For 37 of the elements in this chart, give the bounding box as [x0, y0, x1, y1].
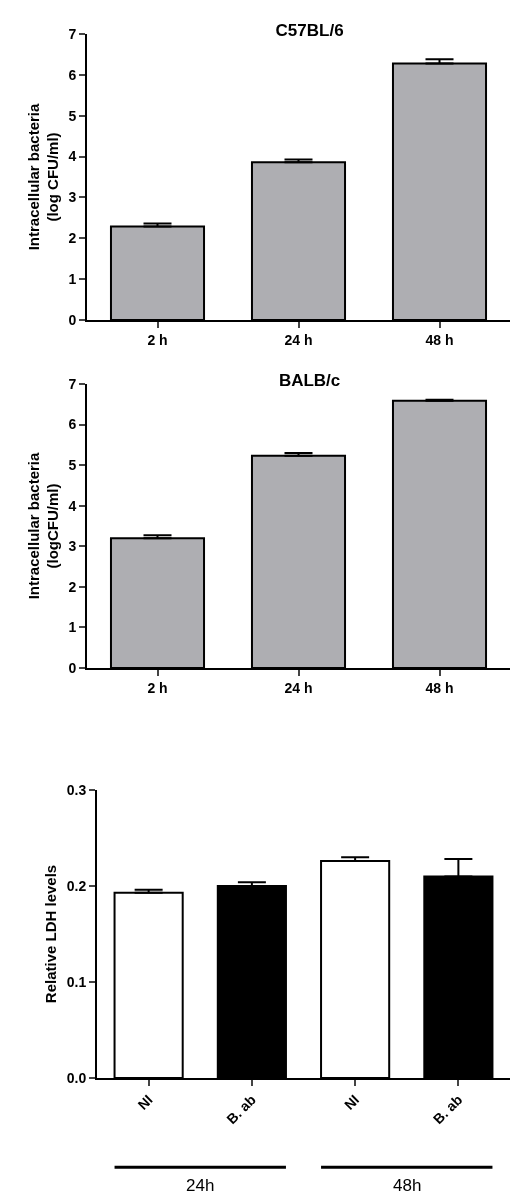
x-tick-label: B. ab [429, 1091, 466, 1128]
y-tick-label: 0 [68, 311, 77, 328]
x-tick-label: 48 h [425, 331, 454, 348]
y-tick-label: 5 [68, 457, 77, 474]
chart-title: BALB/c [278, 370, 341, 390]
x-tick-label: 48 h [425, 679, 454, 696]
text: 48h [393, 1176, 422, 1195]
y-tick-label: 2 [68, 230, 77, 247]
y-axis-title: Intracellular bacteria (log CFU/ml) [24, 102, 62, 251]
y-tick-label: 4 [68, 148, 77, 165]
y-tick-label: 0 [68, 659, 77, 676]
y-tick-label: 0.2 [66, 877, 87, 894]
y-tick-label: 0.3 [66, 781, 87, 798]
y-tick-label: 5 [68, 107, 77, 124]
x-tick-label: NI [134, 1091, 156, 1113]
y-tick-label: 2 [68, 578, 77, 595]
y-tick-label: 1 [68, 619, 77, 636]
text: 24h [186, 1176, 215, 1195]
y-tick-label: 4 [68, 497, 77, 514]
y-axis-title: Intracellular bacteria (logCFU/ml) [24, 451, 62, 600]
y-tick-label: 3 [68, 189, 77, 206]
y-axis-title: Relative LDH levels [42, 864, 60, 1004]
x-tick-label: 2 h [147, 679, 168, 696]
x-tick-label: B. ab [223, 1091, 259, 1128]
chart-title: C57BL/6 [275, 20, 344, 40]
y-tick-label: 1 [68, 271, 77, 288]
y-tick-label: 0.1 [66, 973, 87, 990]
x-tick-label: 24 h [284, 331, 313, 348]
y-tick-label: 6 [68, 416, 77, 433]
x-tick-label: 2 h [147, 331, 168, 348]
y-tick-label: 0.0 [66, 1069, 87, 1086]
y-tick-label: 3 [68, 538, 77, 555]
y-tick-label: 7 [68, 25, 77, 42]
x-tick-label: NI [340, 1091, 363, 1113]
y-tick-label: 7 [68, 375, 77, 392]
x-tick-label: 24 h [284, 679, 313, 696]
y-tick-label: 6 [68, 66, 77, 83]
